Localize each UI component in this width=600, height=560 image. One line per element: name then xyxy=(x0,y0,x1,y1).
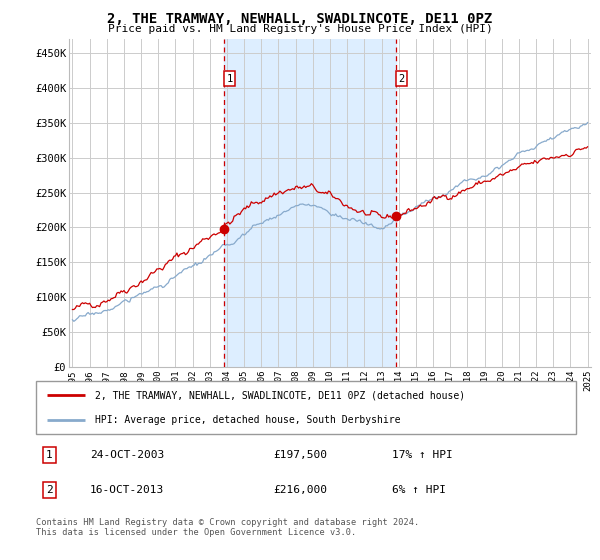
Text: 16-OCT-2013: 16-OCT-2013 xyxy=(90,485,164,495)
Text: 2: 2 xyxy=(46,485,53,495)
Text: 24-OCT-2003: 24-OCT-2003 xyxy=(90,450,164,460)
Text: £197,500: £197,500 xyxy=(274,450,328,460)
Bar xyxy=(224,39,396,367)
Text: 17% ↑ HPI: 17% ↑ HPI xyxy=(392,450,453,460)
Text: Price paid vs. HM Land Registry's House Price Index (HPI): Price paid vs. HM Land Registry's House … xyxy=(107,24,493,34)
Text: 2, THE TRAMWAY, NEWHALL, SWADLINCOTE, DE11 0PZ (detached house): 2, THE TRAMWAY, NEWHALL, SWADLINCOTE, DE… xyxy=(95,390,466,400)
Text: 2: 2 xyxy=(398,74,404,84)
Text: £216,000: £216,000 xyxy=(274,485,328,495)
Text: 2, THE TRAMWAY, NEWHALL, SWADLINCOTE, DE11 0PZ: 2, THE TRAMWAY, NEWHALL, SWADLINCOTE, DE… xyxy=(107,12,493,26)
Text: Contains HM Land Registry data © Crown copyright and database right 2024.
This d: Contains HM Land Registry data © Crown c… xyxy=(36,518,419,538)
Text: HPI: Average price, detached house, South Derbyshire: HPI: Average price, detached house, Sout… xyxy=(95,414,401,424)
Text: 6% ↑ HPI: 6% ↑ HPI xyxy=(392,485,446,495)
Text: 1: 1 xyxy=(46,450,53,460)
Text: 1: 1 xyxy=(227,74,233,84)
